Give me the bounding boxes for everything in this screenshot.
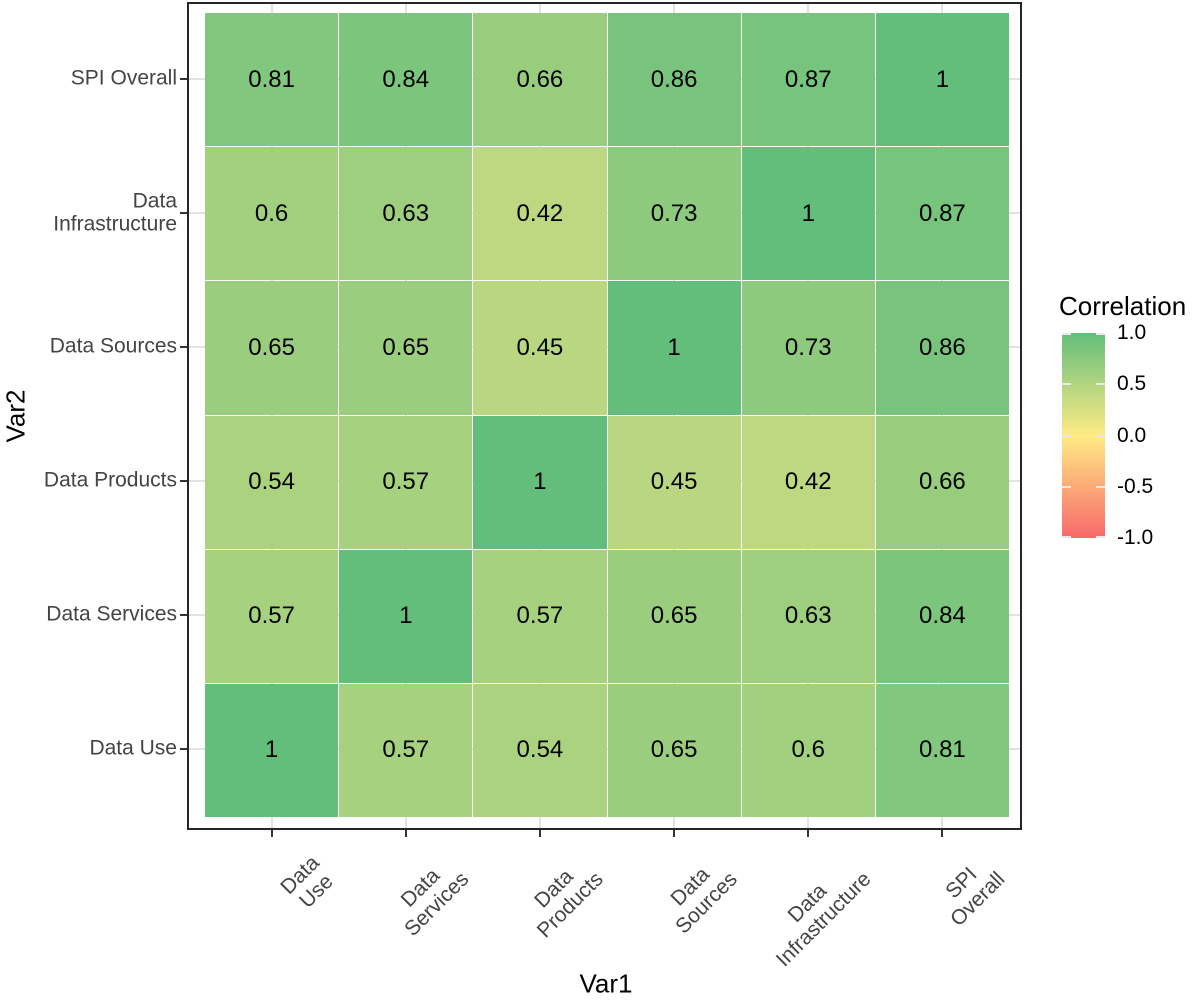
legend-tick xyxy=(1096,434,1105,437)
legend-tick xyxy=(1062,536,1071,538)
legend-tick xyxy=(1096,383,1105,386)
legend-tick-label: 0.5 xyxy=(1117,372,1147,396)
heatmap-cell: 0.87 xyxy=(875,147,1009,281)
plot-panel: 0.81 0.84 0.66 0.86 0.87 1 0.6 0.63 0.42 0.73 1 0.8… xyxy=(187,2,1022,830)
legend-tick-label: 0.0 xyxy=(1117,423,1147,447)
axis-tick xyxy=(673,830,675,837)
legend-tick xyxy=(1062,333,1071,335)
y-axis-label: Data Use xyxy=(89,736,177,760)
heatmap-cell: 0.57 xyxy=(339,683,473,817)
y-axis-label: Data Products xyxy=(43,468,177,492)
heatmap-cell: 1 xyxy=(875,13,1009,147)
heatmap-cell: 0.42 xyxy=(473,147,607,281)
heatmap-cell: 0.81 xyxy=(875,683,1009,817)
heatmap-cell: 0.66 xyxy=(473,13,607,147)
heatmap-cell: 0.84 xyxy=(875,549,1009,683)
axis-tick xyxy=(180,614,187,616)
heatmap-cell: 0.42 xyxy=(741,415,875,549)
axis-tick xyxy=(941,830,943,837)
heatmap-cell: 0.87 xyxy=(741,13,875,147)
legend-tick xyxy=(1096,536,1105,538)
heatmap-cells: 0.81 0.84 0.66 0.86 0.87 1 0.6 0.63 0.42 0.73 1 0.8… xyxy=(205,13,1009,817)
heatmap-cell: 0.73 xyxy=(741,281,875,415)
axis-tick xyxy=(180,346,187,348)
legend-tick xyxy=(1096,333,1105,335)
heatmap-cell: 0.65 xyxy=(205,281,339,415)
heatmap-cell: 0.54 xyxy=(473,683,607,817)
legend-tick xyxy=(1062,485,1071,488)
x-axis-label: Data Services xyxy=(397,864,474,941)
x-axis-title: Var1 xyxy=(579,968,633,999)
heatmap-cell: 1 xyxy=(607,281,741,415)
heatmap-cell: 0.6 xyxy=(205,147,339,281)
axis-tick xyxy=(180,480,187,482)
axis-tick xyxy=(271,830,273,837)
heatmap-cell: 0.57 xyxy=(339,415,473,549)
axis-tick xyxy=(180,212,187,214)
y-axis-label: Data Services xyxy=(46,602,177,626)
heatmap-cell: 0.45 xyxy=(473,281,607,415)
legend-title: Correlation xyxy=(1059,291,1187,321)
heatmap-cell: 1 xyxy=(741,147,875,281)
heatmap-cell: 0.84 xyxy=(339,13,473,147)
heatmap-cell: 0.86 xyxy=(607,13,741,147)
axis-tick xyxy=(180,748,187,750)
heatmap-cell: 0.54 xyxy=(205,415,339,549)
axis-tick xyxy=(180,78,187,80)
legend-tick xyxy=(1096,485,1105,488)
x-axis-label: Data Sources xyxy=(666,862,742,939)
heatmap-cell: 0.86 xyxy=(875,281,1009,415)
heatmap-cell: 0.65 xyxy=(607,683,741,817)
heatmap-cell: 0.57 xyxy=(205,549,339,683)
legend-tick xyxy=(1062,383,1071,386)
legend-tick-label: -0.5 xyxy=(1117,474,1154,498)
legend-tick-label: -1.0 xyxy=(1117,526,1154,549)
y-axis-title: Var2 xyxy=(0,389,31,443)
axis-tick xyxy=(807,830,809,837)
y-axis-label: Data Infrastructure xyxy=(53,189,177,235)
heatmap-cell: 0.57 xyxy=(473,549,607,683)
heatmap-cell: 1 xyxy=(473,415,607,549)
heatmap-cell: 1 xyxy=(205,683,339,817)
x-axis-label: SPI Overall xyxy=(941,862,1010,931)
heatmap-cell: 0.73 xyxy=(607,147,741,281)
x-axis-label: Data Products xyxy=(530,864,608,943)
heatmap-cell: 0.65 xyxy=(339,281,473,415)
axis-tick xyxy=(405,830,407,837)
heatmap-cell: 0.63 xyxy=(339,147,473,281)
x-axis-label: Data Use xyxy=(275,851,338,913)
x-axis-label: Data Infrastructure xyxy=(771,867,876,972)
y-axis-label: SPI Overall xyxy=(70,66,177,90)
heatmap-cell: 0.6 xyxy=(741,683,875,817)
legend-colorbar xyxy=(1062,333,1105,538)
heatmap-cell: 0.66 xyxy=(875,415,1009,549)
heatmap-cell: 1 xyxy=(339,549,473,683)
legend-tick xyxy=(1062,434,1071,437)
axis-tick xyxy=(539,830,541,837)
heatmap-cell: 0.63 xyxy=(741,549,875,683)
legend-tick-label: 1.0 xyxy=(1117,321,1147,344)
y-axis-label: Data Sources xyxy=(49,334,177,358)
heatmap-cell: 0.45 xyxy=(607,415,741,549)
heatmap-cell: 0.81 xyxy=(205,13,339,147)
heatmap-cell: 0.65 xyxy=(607,549,741,683)
